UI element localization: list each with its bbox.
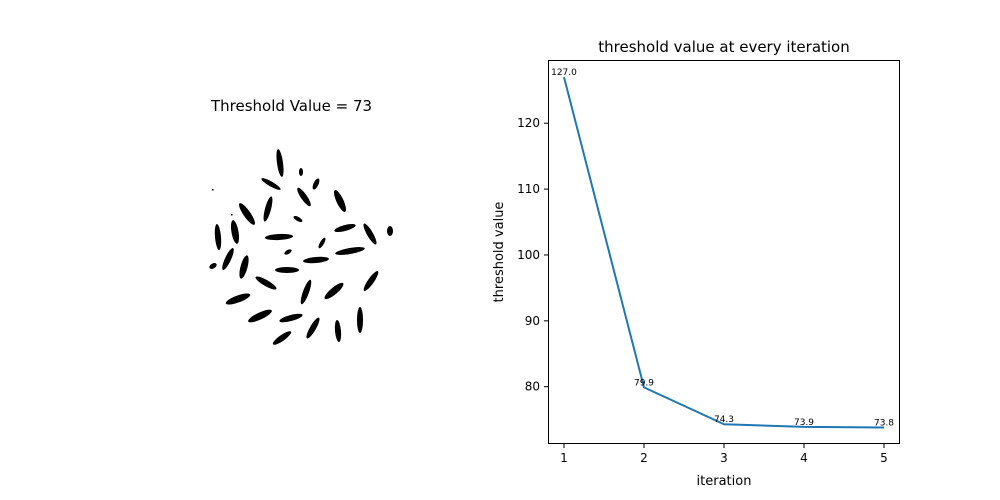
chart-title: threshold value at every iteration bbox=[598, 38, 850, 56]
data-label: 79.9 bbox=[634, 378, 654, 388]
image-panel-title: Threshold Value = 73 bbox=[211, 97, 373, 115]
data-label: 74.3 bbox=[714, 415, 734, 425]
data-label: 127.0 bbox=[551, 68, 577, 78]
x-tick-label: 2 bbox=[640, 451, 648, 465]
x-tick-label: 4 bbox=[800, 451, 808, 465]
threshold-image bbox=[209, 149, 393, 345]
y-tick-label: 90 bbox=[525, 314, 540, 328]
y-axis-ticks: 80 90 100 110 120 bbox=[517, 116, 548, 394]
data-labels: 127.0 79.9 74.3 73.9 73.8 bbox=[551, 68, 894, 428]
data-label: 73.9 bbox=[794, 418, 814, 428]
x-tick-label: 5 bbox=[880, 451, 888, 465]
series-layer bbox=[563, 76, 885, 429]
y-tick-label: 120 bbox=[517, 116, 540, 130]
x-axis-label: iteration bbox=[697, 474, 752, 489]
y-tick-label: 100 bbox=[517, 248, 540, 262]
y-axis-label: threshold value bbox=[492, 202, 507, 303]
data-label: 73.8 bbox=[874, 419, 894, 429]
y-tick-label: 110 bbox=[517, 182, 540, 196]
x-axis-ticks: 1 2 3 4 5 bbox=[560, 444, 888, 465]
x-tick-label: 3 bbox=[720, 451, 728, 465]
plot-area-frame bbox=[548, 60, 900, 444]
series-line bbox=[563, 76, 885, 429]
y-tick-label: 80 bbox=[525, 380, 540, 394]
x-tick-label: 1 bbox=[560, 451, 568, 465]
